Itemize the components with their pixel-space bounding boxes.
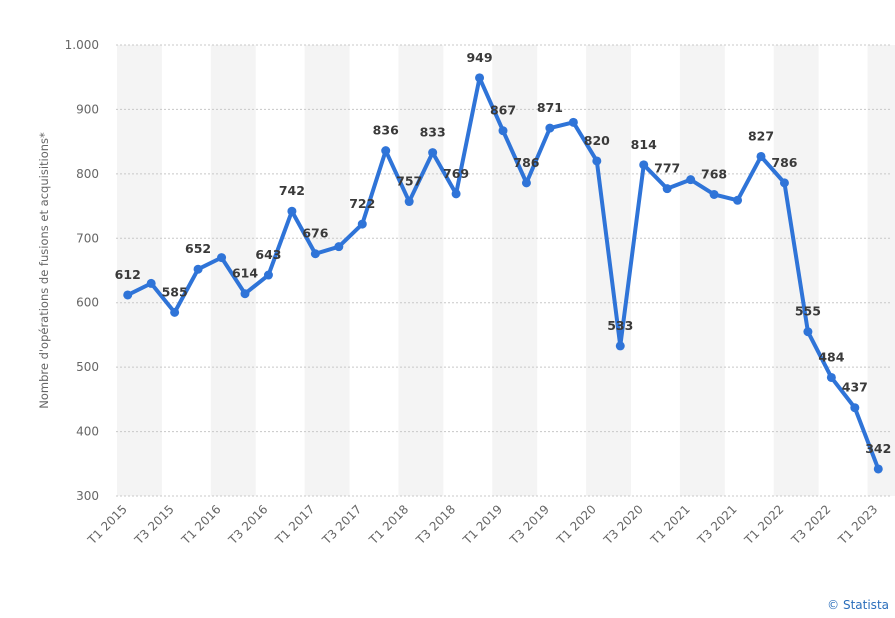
data-point	[826, 372, 836, 382]
data-point	[733, 195, 743, 205]
y-tick-label: 700	[76, 231, 99, 245]
background-band	[117, 45, 162, 496]
data-label: 533	[607, 318, 633, 333]
y-tick-label: 400	[76, 425, 99, 439]
data-point	[662, 184, 672, 194]
x-tick-label: T3 2018	[413, 502, 458, 547]
data-point	[123, 290, 133, 300]
background-band	[210, 45, 256, 496]
data-point	[263, 270, 273, 280]
data-label: 555	[795, 304, 821, 319]
background-band	[679, 45, 725, 496]
y-tick-label: 600	[76, 296, 99, 310]
data-label: 722	[349, 196, 375, 211]
background-band	[867, 45, 895, 496]
data-point	[357, 219, 367, 229]
data-label: 836	[373, 123, 399, 138]
data-point	[193, 264, 203, 274]
data-label: 786	[513, 155, 539, 170]
x-tick-label: T1 2020	[553, 502, 598, 547]
x-tick-label: T1 2023	[835, 502, 880, 547]
data-point	[756, 151, 766, 161]
data-point	[521, 178, 531, 188]
x-tick-label: T1 2022	[741, 502, 786, 547]
data-point	[639, 160, 649, 170]
data-point	[545, 123, 555, 133]
x-tick-label: T1 2016	[178, 502, 223, 547]
data-point	[287, 206, 297, 216]
data-point	[310, 249, 320, 259]
data-point	[404, 197, 414, 207]
data-label: 833	[420, 125, 446, 140]
data-point	[709, 189, 719, 199]
data-point	[428, 148, 438, 158]
y-tick-label: 800	[76, 167, 99, 181]
background-band	[304, 45, 350, 496]
x-tick-label: T3 2021	[694, 502, 739, 547]
x-tick-label: T3 2015	[131, 502, 176, 547]
data-point	[146, 278, 156, 288]
background-band	[398, 45, 444, 496]
data-label: 820	[584, 133, 610, 148]
data-label: 867	[490, 103, 516, 118]
data-label: 768	[701, 166, 727, 181]
data-point	[240, 289, 250, 299]
x-tick-label: T1 2015	[84, 502, 129, 547]
y-tick-label: 500	[76, 360, 99, 374]
data-point	[850, 403, 860, 413]
data-point	[451, 189, 461, 199]
y-tick-label: 900	[76, 102, 99, 116]
data-label: 871	[537, 100, 563, 115]
data-label: 742	[279, 183, 305, 198]
x-tick-label: T1 2017	[272, 502, 317, 547]
data-label: 643	[255, 247, 281, 262]
x-tick-label: T3 2019	[507, 502, 552, 547]
copyright-link[interactable]: © Statista	[827, 598, 889, 612]
data-point	[334, 242, 344, 252]
data-point	[475, 73, 485, 83]
data-label: 769	[443, 166, 469, 181]
y-tick-label: 1.000	[65, 38, 99, 52]
data-label: 786	[771, 155, 797, 170]
data-point	[779, 178, 789, 188]
y-tick-label: 300	[76, 489, 99, 503]
data-label: 949	[466, 50, 492, 65]
background-band	[586, 45, 631, 496]
background-band	[773, 45, 819, 496]
x-tick-label: T3 2017	[319, 502, 364, 547]
x-tick-label: T3 2020	[600, 502, 645, 547]
data-point	[498, 126, 508, 136]
data-label: 484	[818, 349, 844, 364]
data-point	[170, 307, 180, 317]
data-label: 676	[302, 226, 328, 241]
data-point	[568, 117, 578, 127]
data-label: 437	[842, 380, 868, 395]
data-point	[803, 327, 813, 337]
data-label: 342	[865, 441, 891, 456]
data-label: 757	[396, 174, 422, 189]
data-label: 777	[654, 161, 680, 176]
data-label: 585	[162, 284, 188, 299]
data-point	[381, 146, 391, 156]
y-axis-title: Nombre d'opérations de fusions et acquis…	[37, 132, 51, 409]
data-label: 614	[232, 266, 258, 281]
data-label: 652	[185, 241, 211, 256]
data-point	[615, 341, 625, 351]
x-tick-label: T3 2016	[225, 502, 270, 547]
x-tick-label: T1 2018	[366, 502, 411, 547]
data-point	[686, 175, 696, 185]
data-label: 827	[748, 128, 774, 143]
data-label: 612	[115, 267, 141, 282]
data-point	[217, 253, 227, 263]
x-tick-label: T1 2019	[460, 502, 505, 547]
x-tick-label: T3 2022	[788, 502, 833, 547]
x-tick-label: T1 2021	[647, 502, 692, 547]
data-point	[873, 464, 883, 474]
data-label: 814	[631, 137, 657, 152]
data-point	[592, 156, 602, 166]
